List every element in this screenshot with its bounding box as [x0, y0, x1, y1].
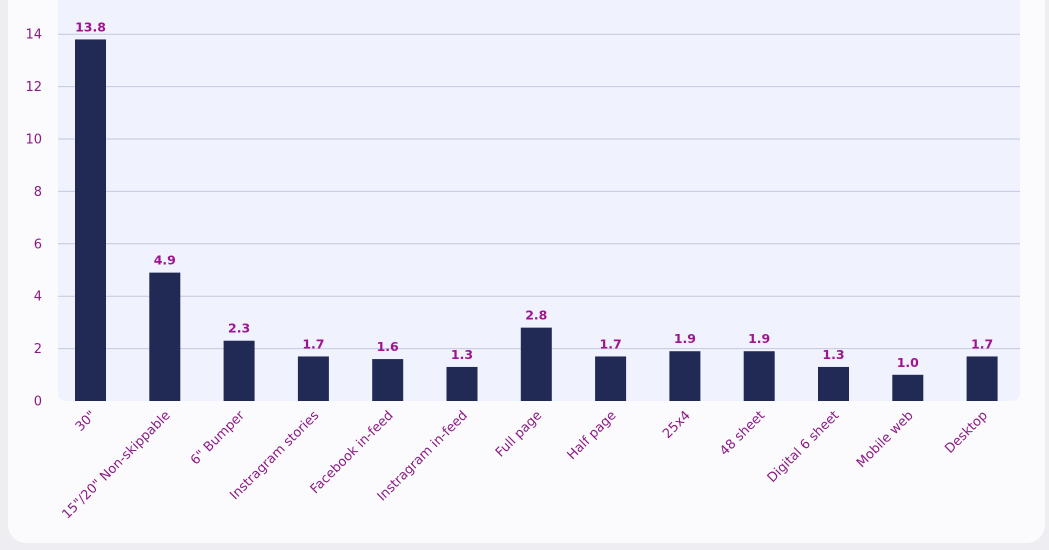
data-label: 1.9 [674, 331, 696, 346]
bars [75, 39, 998, 401]
bar [149, 272, 181, 401]
bar [669, 351, 701, 401]
bar [372, 359, 404, 401]
x-axis: 30"15"/20" Non-skippable 6" BumperInstrag… [59, 408, 990, 523]
data-label: 1.3 [822, 347, 844, 362]
y-tick-label: 2 [34, 342, 42, 357]
y-tick-label: 4 [34, 290, 42, 305]
x-tick-label: Full page [493, 408, 545, 460]
data-label: 1.9 [748, 331, 770, 346]
data-labels: 13.8 4.9 2.3 1.7 1.6 1.3 2.8 1.7 1.9 1.9 1.3 1.0 1.7 [75, 19, 993, 369]
data-label: 1.7 [302, 336, 324, 351]
data-label: 1.7 [600, 336, 622, 351]
bar [223, 340, 255, 401]
data-label: 1.0 [897, 355, 919, 370]
x-tick-label: Mobile web [854, 408, 917, 471]
data-label: 2.8 [525, 308, 547, 323]
bar [743, 351, 775, 401]
data-label: 1.7 [971, 336, 993, 351]
bar [446, 366, 478, 401]
bar [966, 356, 998, 401]
bar [75, 39, 106, 401]
bar [297, 356, 329, 401]
x-tick-label: Digital 6 sheet [765, 408, 843, 486]
y-tick-label: 14 [25, 28, 42, 43]
y-tick-label: 8 [34, 185, 42, 200]
y-tick-label: 6 [34, 237, 42, 252]
y-axis: 0 2 4 6 8 10 12 14 [25, 28, 42, 410]
data-label: 13.8 [75, 19, 106, 34]
x-tick-label: Half page [565, 408, 620, 463]
bar [892, 374, 924, 401]
data-label: 1.3 [451, 347, 473, 362]
x-tick-label: 48 sheet [717, 408, 768, 459]
data-label: 4.9 [154, 253, 176, 268]
data-label: 2.3 [228, 321, 250, 336]
x-tick-label: 25x4 [660, 408, 694, 442]
data-label: 1.6 [377, 339, 399, 354]
plot-area [58, 0, 1020, 401]
y-tick-label: 12 [25, 80, 42, 95]
x-tick-label: Facebook in-feed [308, 408, 397, 497]
bar [818, 366, 849, 401]
y-tick-label: 0 [34, 395, 42, 410]
x-tick-label: 30" [73, 408, 100, 435]
x-tick-label: Desktop [942, 408, 991, 457]
bar [520, 327, 552, 401]
y-tick-label: 10 [25, 133, 42, 148]
bar [595, 356, 627, 401]
x-tick-label: 6" Bumper [188, 408, 248, 468]
